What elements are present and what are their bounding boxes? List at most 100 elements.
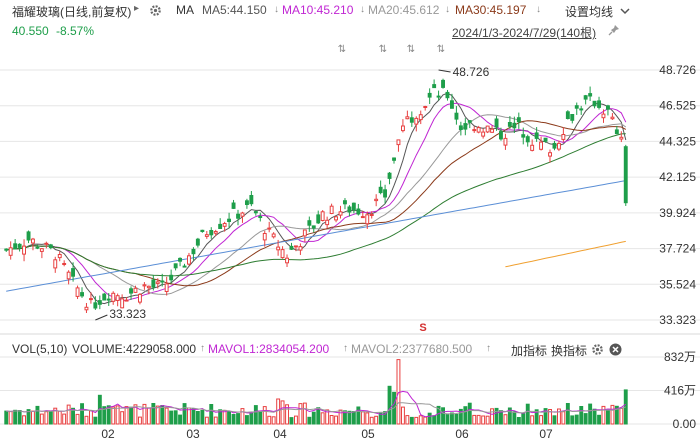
candle-body [302,229,307,237]
volume-bar [39,413,44,425]
dropdown-icon[interactable]: ▸ [134,3,140,14]
volume-bar [592,408,597,425]
volume-bar [494,407,499,425]
gear-icon[interactable] [591,343,604,359]
volume-bar [195,411,200,425]
candle-body [249,195,254,205]
ma-lines [6,92,627,305]
volume-bar [383,411,388,425]
vol-ma-lines [6,390,627,418]
candle-body [84,306,89,311]
volume-bar [111,406,116,425]
volume-bar [334,415,339,425]
candle-body [467,120,472,123]
candle-body [436,95,441,98]
volume-bar [57,410,62,425]
candle-body [557,142,561,150]
date-range[interactable]: 2024/1/3-2024/7/29(140根) [452,26,597,40]
volume-bar [463,406,468,425]
candle-body [160,280,165,283]
pin-icon[interactable] [608,24,620,39]
volume-bar [458,408,463,425]
volume-tick-label: 416万 [664,384,696,398]
candle-body [200,229,205,233]
price-tick-label: 33.323 [659,313,696,327]
candle-body [316,214,321,224]
volume-bar [249,412,254,425]
volume-bar [93,416,98,425]
candle-body [133,287,138,293]
volume-bar [423,416,428,425]
mavol2-value: MAVOL2:2377680.500 [351,342,473,356]
candle-body [583,95,588,100]
volume-bar [227,411,232,425]
volume-bar [222,409,227,425]
gear-icon[interactable] [149,4,162,20]
volume-bar [142,403,147,425]
volume-bar [13,409,18,425]
volume-bar [71,407,75,425]
volume-bar [583,413,588,425]
volume-bar [414,416,419,425]
candle-body [227,218,232,222]
mavol1-value: MAVOL1:2834054.200 [208,342,330,356]
candle-body [311,225,316,229]
candle-body [120,298,125,309]
add-indicator-button[interactable]: 加指标 [511,344,548,358]
candle-body [271,233,276,238]
x-tick-label: 07 [539,427,553,441]
ma20-value: MA20:45.612 [368,3,440,17]
volume-bar [329,415,334,425]
settings-ma-button[interactable]: 设置均线 [565,5,614,19]
candle-body [570,114,575,121]
volume-bar [285,404,290,425]
high-pointer [438,69,451,73]
candles [4,78,628,314]
candle-body [338,211,343,216]
volume-bar [178,414,183,425]
volume-bar [619,408,624,425]
volume-bar [218,409,223,425]
volume-bar [530,415,535,425]
switch-indicator-button[interactable]: 换指标 [551,344,588,358]
volume-tick-label: 832万 [664,350,696,364]
volume-bar [472,414,477,425]
volume-bar [343,410,347,425]
candle-body [574,105,579,109]
volume-bar [267,415,272,425]
volume-bar [467,402,472,425]
volume-bar [387,385,392,425]
ma30-value: MA30:45.197 [455,3,527,17]
candle-body [548,152,552,157]
volume-bar [436,405,441,425]
arrow-up-icon: ↑ [343,343,348,354]
candle-body [409,117,414,123]
candle-body [601,113,606,119]
volume-bar [450,412,454,425]
volume-bar [102,406,107,425]
candle-body [614,129,619,135]
volume-bar [507,407,512,425]
high-annotation: 48.726 [453,65,490,79]
candle-body [39,248,44,252]
volume-bar [351,411,356,425]
volume-bar [133,404,138,425]
volume-bar [552,415,557,425]
volume-bar [401,406,405,425]
candle-body [13,243,18,250]
x-tick-label: 02 [101,427,115,441]
volume-bar [66,404,71,425]
candle-body [329,205,334,214]
stock-name: 福耀玻璃(日线,前复权) [12,5,132,19]
close-icon[interactable] [609,343,622,359]
candle-body [276,246,281,251]
candle-body [365,214,370,225]
x-axis-labels: 02 03 04 05 06 07 [101,427,553,441]
vol-title: VOL(5,10) [12,342,68,356]
candle-body [80,292,84,297]
volume-bar [378,412,383,425]
volume-bar [187,407,191,425]
chevron-down-icon[interactable] [620,5,630,19]
candle-body [343,200,347,205]
